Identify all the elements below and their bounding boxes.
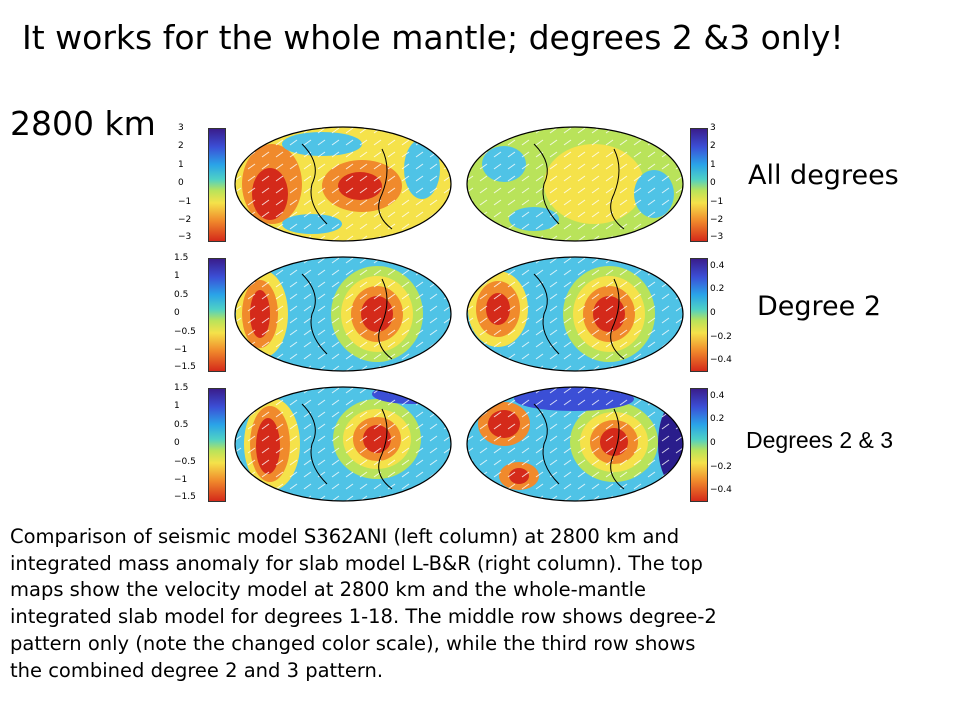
colorbar-right-row2	[690, 258, 708, 372]
colorbar-left-row3	[208, 388, 226, 502]
tick-label: 0.4	[710, 261, 725, 271]
tick-label: 0	[710, 308, 716, 318]
tick-label: 1.5	[174, 383, 189, 393]
tick-label: −1	[710, 197, 724, 207]
tick-label: −2	[710, 215, 724, 225]
row-label-all-degrees: All degrees	[748, 160, 899, 191]
tick-label: −0.5	[174, 327, 196, 337]
tick-label: −3	[178, 232, 192, 242]
tick-label: 1	[178, 160, 184, 170]
figure-caption: Comparison of seismic model S362ANI (lef…	[10, 524, 940, 684]
tick-label: 0	[710, 178, 716, 188]
caption-line: maps show the velocity model at 2800 km …	[10, 578, 647, 602]
tick-label: 1	[710, 160, 716, 170]
tick-label: 0	[178, 178, 184, 188]
colorbar-right-row1	[690, 128, 708, 242]
slide-title: It works for the whole mantle; degrees 2…	[22, 18, 844, 57]
colorbar-ticks-left-row3: 1.5 1 0.5 0 −0.5 −1 −1.5	[174, 383, 206, 502]
tick-label: 2	[710, 141, 716, 151]
tick-label: −1	[174, 475, 188, 485]
tick-label: −2	[178, 215, 192, 225]
map-right-degrees-2-3	[466, 386, 684, 502]
tick-label: −1	[178, 197, 192, 207]
tick-label: −1.5	[174, 492, 196, 502]
depth-label: 2800 km	[10, 104, 156, 143]
colorbar-left-row1	[208, 128, 226, 242]
tick-label: 0	[174, 308, 180, 318]
colorbar-left-row2	[208, 258, 226, 372]
colorbar-ticks-left-row1: 3 2 1 0 −1 −2 −3	[178, 123, 206, 242]
tick-label: 0	[174, 438, 180, 448]
tick-label: −0.4	[710, 355, 732, 365]
colorbar-ticks-right-row3: 0.4 0.2 0 −0.2 −0.4	[710, 388, 742, 500]
tick-label: 3	[178, 123, 184, 133]
tick-label: 1	[174, 401, 180, 411]
caption-line: integrated mass anomaly for slab model L…	[10, 551, 703, 575]
map-left-all-degrees	[234, 126, 452, 242]
caption-line: the combined degree 2 and 3 pattern.	[10, 658, 384, 682]
tick-label: −0.2	[710, 332, 732, 342]
tick-label: −3	[710, 232, 724, 242]
tick-label: −1	[174, 345, 188, 355]
tick-label: −0.4	[710, 485, 732, 495]
tick-label: 0.2	[710, 284, 725, 294]
row-label-degrees-2-3: Degrees 2 & 3	[746, 427, 894, 453]
tick-label: 1	[174, 271, 180, 281]
tick-label: 0.4	[710, 391, 725, 401]
tick-label: 0.5	[174, 290, 189, 300]
tick-label: 1.5	[174, 253, 189, 263]
tick-label: −1.5	[174, 362, 196, 372]
colorbar-right-row3	[690, 388, 708, 502]
tick-label: 3	[710, 123, 716, 133]
map-left-degrees-2-3	[234, 386, 452, 502]
map-right-degree-2	[466, 256, 684, 372]
tick-label: 0	[710, 438, 716, 448]
tick-label: −0.2	[710, 462, 732, 472]
colorbar-ticks-left-row2: 1.5 1 0.5 0 −0.5 −1 −1.5	[174, 253, 206, 372]
row-label-degree-2: Degree 2	[757, 291, 882, 322]
tick-label: −0.5	[174, 457, 196, 467]
caption-line: pattern only (note the changed color sca…	[10, 631, 696, 655]
map-right-all-degrees	[466, 126, 684, 242]
map-left-degree-2	[234, 256, 452, 372]
tick-label: 0.2	[710, 414, 725, 424]
tick-label: 0.5	[174, 420, 189, 430]
colorbar-ticks-right-row2: 0.4 0.2 0 −0.2 −0.4	[710, 258, 742, 370]
tick-label: 2	[178, 141, 184, 151]
caption-line: Comparison of seismic model S362ANI (lef…	[10, 525, 680, 548]
colorbar-ticks-right-row1: 3 2 1 0 −1 −2 −3	[710, 123, 742, 242]
caption-line: integrated slab model for degrees 1-18. …	[10, 605, 717, 629]
